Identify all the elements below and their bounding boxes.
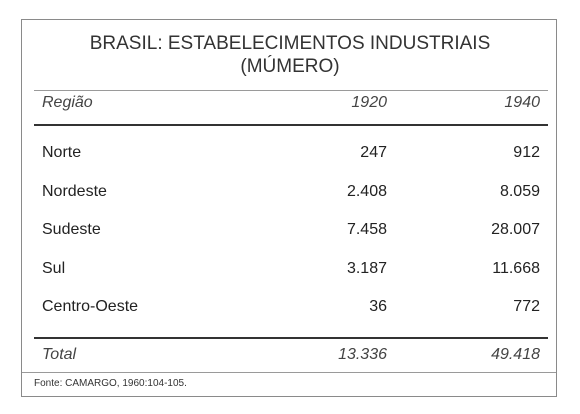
total-cell: 13.336 (338, 346, 387, 363)
source-note: Fonte: CAMARGO, 1960:104-105. (34, 378, 187, 389)
column-header: Região (42, 94, 93, 111)
table-cell: 2.408 (346, 182, 387, 200)
table-frame (21, 19, 557, 397)
table-cell: 912 (513, 144, 540, 161)
total-label: Total (42, 346, 77, 363)
rule (22, 372, 556, 373)
table-cell: 28.007 (491, 221, 540, 238)
row-label: Nordeste (42, 182, 107, 200)
table-cell: 3.187 (346, 259, 387, 277)
table-cell: 36 (369, 298, 387, 315)
row-label: Sul (42, 259, 66, 277)
row-label: Centro-Oeste (42, 298, 139, 315)
table-cell: 247 (360, 144, 387, 161)
table-cell: 8.059 (499, 182, 540, 200)
rule (34, 90, 548, 91)
rule (34, 124, 548, 126)
column-header: 1920 (351, 94, 387, 111)
table-title: BRASIL: ESTABELECIMENTOS INDUSTRIAIS (89, 33, 491, 54)
table-cell: 7.458 (346, 221, 387, 238)
table-title: (MÚMERO) (240, 56, 340, 77)
table-cell: 11.668 (492, 259, 540, 277)
total-cell: 49.418 (491, 346, 540, 363)
row-label: Norte (42, 144, 82, 161)
rule (34, 337, 548, 339)
column-header: 1940 (504, 94, 540, 111)
table-cell: 772 (513, 298, 540, 315)
row-label: Sudeste (42, 221, 101, 238)
